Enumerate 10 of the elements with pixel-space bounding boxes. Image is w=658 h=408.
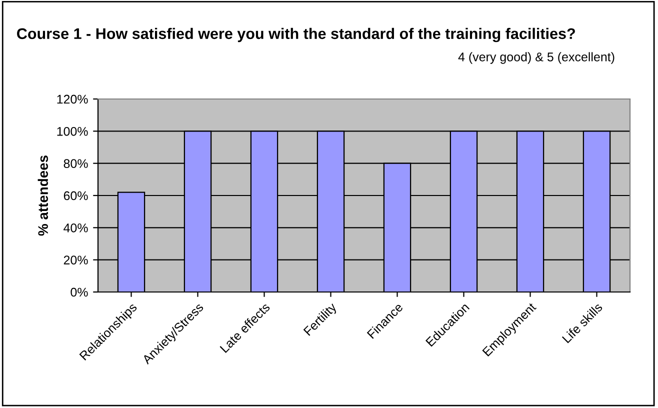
y-tick-label: 60% — [64, 191, 88, 200]
y-tick-label: 120% — [57, 94, 88, 104]
y-axis-title: % attendees — [38, 156, 48, 236]
y-tick-label: 80% — [64, 159, 88, 168]
text: 4 (very good) & 5 (excellent) — [458, 52, 614, 64]
y-tick-label: 0% — [70, 288, 88, 297]
y-tick-label: 100% — [57, 126, 88, 136]
chart-title: Course 1 - How satisfied were you with the standard of the training facilities? — [17, 28, 575, 42]
y-tick-label: 20% — [64, 256, 88, 264]
y-tick-label: 40% — [64, 223, 88, 232]
